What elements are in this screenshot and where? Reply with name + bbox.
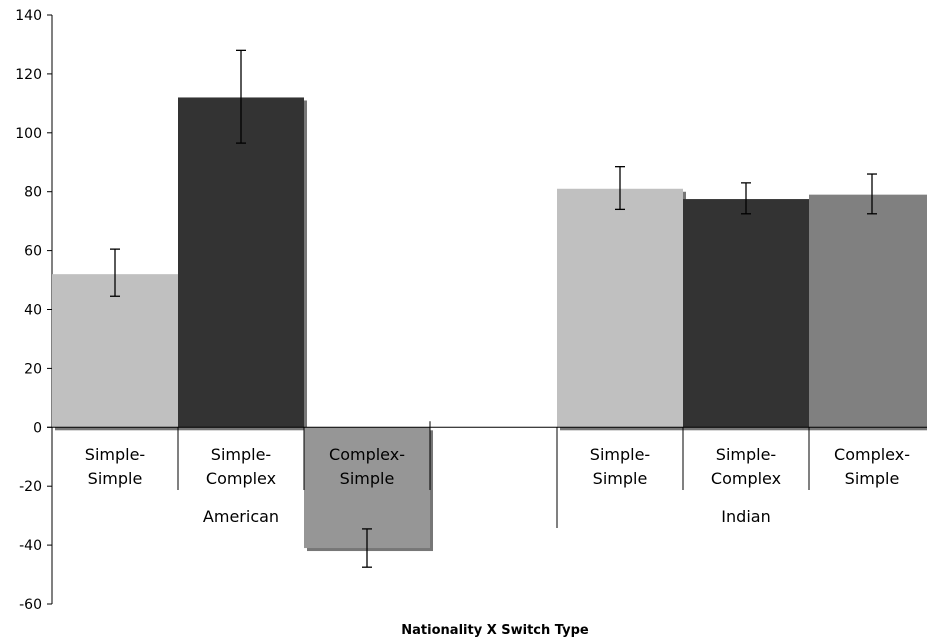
bar	[557, 188, 683, 428]
y-tick-label: -20	[19, 479, 42, 495]
bar	[304, 427, 430, 549]
y-tick-label: -40	[19, 538, 42, 554]
bars	[52, 97, 927, 552]
category-label: Complex-Simple	[329, 445, 405, 488]
group-label: American	[203, 507, 279, 526]
y-tick-label: 60	[24, 244, 42, 260]
error-bars	[110, 49, 877, 568]
x-axis-title: Nationality X Switch Type	[401, 623, 589, 638]
x-axis: Simple-Simple Simple-Complex Complex-Simpl…	[47, 421, 927, 528]
bar	[178, 97, 304, 428]
y-tick-label: 140	[15, 8, 42, 24]
bar	[52, 274, 178, 428]
y-axis: 140 120 100 80 60 40 20 0 -20 -40 -60	[15, 8, 53, 613]
category-label: Simple-Complex	[206, 445, 276, 488]
y-tick-label: 40	[24, 303, 42, 319]
y-tick-label: 120	[15, 67, 42, 83]
category-label: Simple-Simple	[85, 445, 145, 488]
y-tick-label: 100	[15, 126, 42, 142]
category-label: Complex-Simple	[834, 445, 910, 488]
y-tick-label: 0	[33, 420, 42, 436]
bar	[809, 194, 927, 428]
y-tick-label: -60	[19, 597, 42, 613]
y-tick-label: 20	[24, 361, 42, 377]
category-label: Simple-Simple	[590, 445, 650, 488]
group-label: Indian	[721, 507, 770, 526]
y-tick-label: 80	[24, 185, 42, 201]
category-label: Simple-Complex	[711, 445, 781, 488]
bar	[683, 199, 809, 428]
